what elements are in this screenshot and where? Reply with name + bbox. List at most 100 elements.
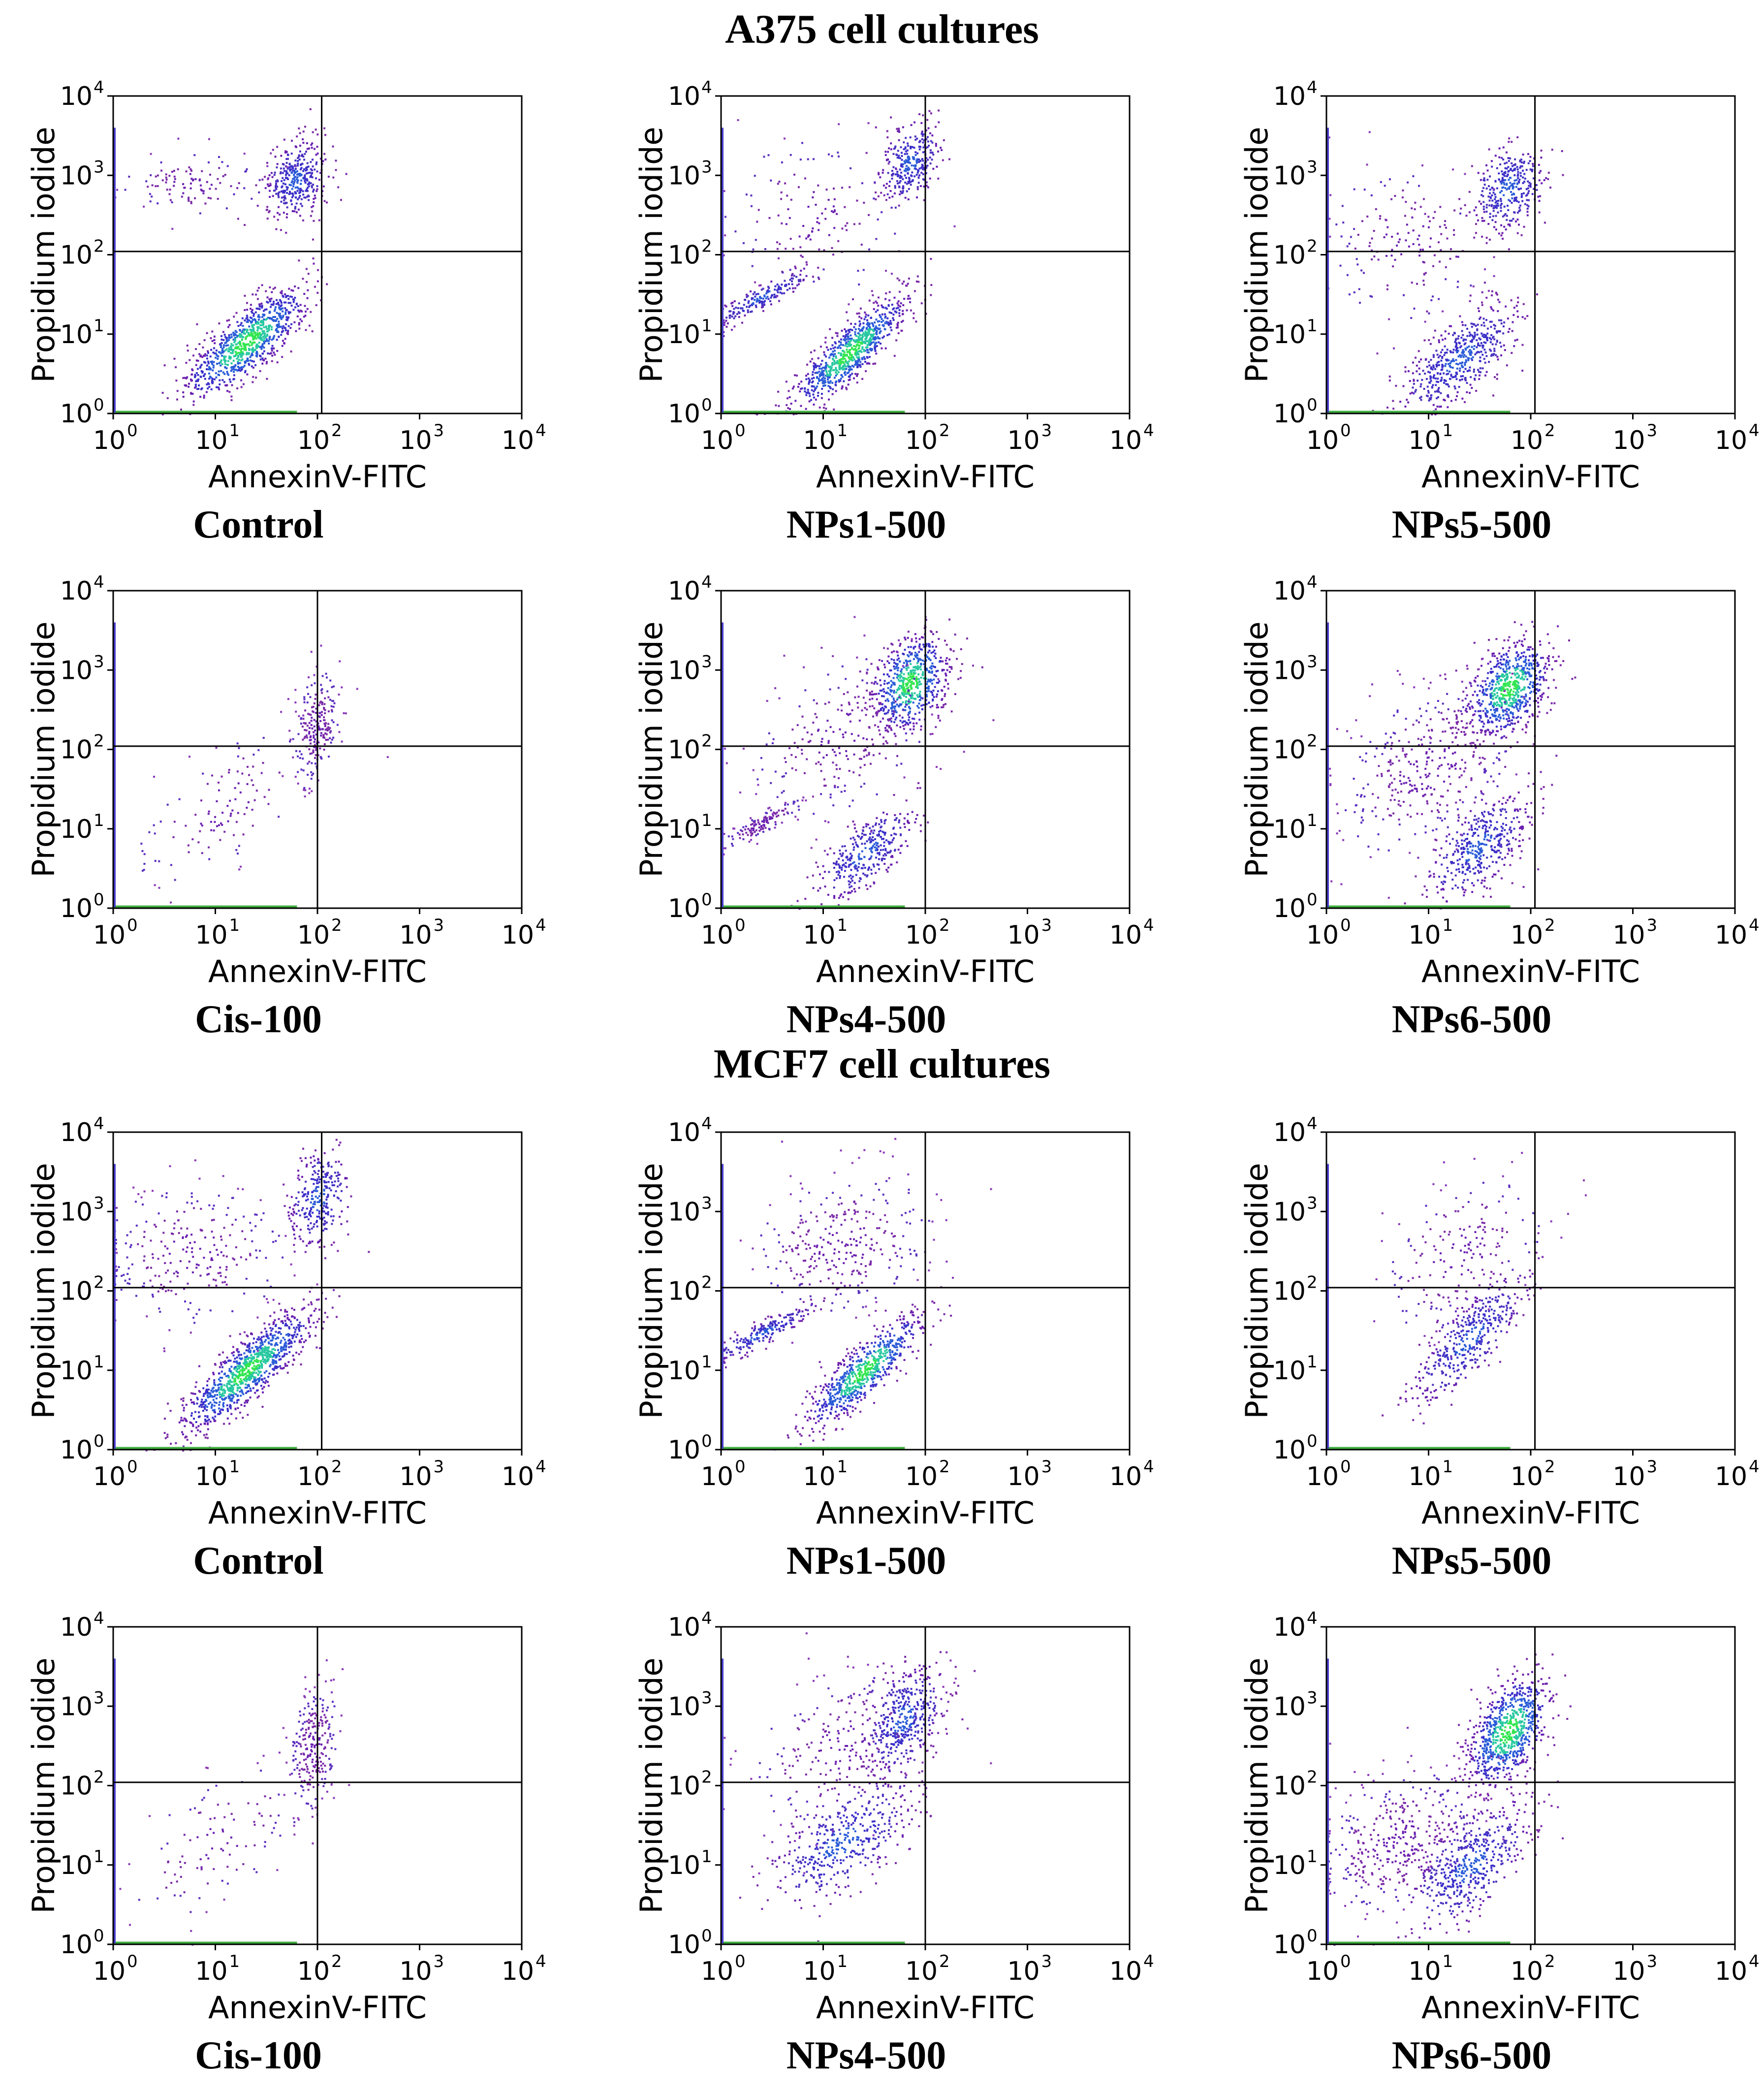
- event-point: [1471, 346, 1473, 348]
- event-point: [937, 682, 940, 684]
- event-point: [231, 809, 234, 812]
- event-point: [303, 168, 305, 170]
- event-point: [312, 705, 315, 708]
- event-point: [857, 341, 860, 344]
- event-point: [919, 159, 922, 162]
- event-point: [290, 168, 292, 171]
- event-point: [263, 326, 265, 328]
- event-point: [307, 194, 310, 197]
- event-point: [241, 331, 243, 333]
- event-point: [817, 392, 819, 394]
- event-point: [914, 175, 916, 178]
- event-point: [291, 188, 293, 190]
- event-point: [861, 327, 864, 330]
- event-point: [199, 365, 202, 368]
- event-point: [910, 646, 912, 648]
- event-point: [271, 349, 273, 352]
- event-point: [843, 372, 846, 375]
- event-point: [1501, 157, 1503, 159]
- event-point: [911, 732, 914, 735]
- event-point: [861, 346, 864, 349]
- event-point: [914, 656, 917, 658]
- event-point: [880, 191, 882, 194]
- event-point: [204, 373, 206, 375]
- event-point: [276, 186, 279, 188]
- event-point: [1424, 373, 1426, 375]
- event-point: [1485, 237, 1488, 239]
- event-point: [1445, 278, 1447, 281]
- event-point: [247, 358, 249, 360]
- event-point: [1405, 239, 1407, 242]
- event-point: [1491, 165, 1493, 168]
- event-point: [1432, 217, 1435, 219]
- event-point: [223, 373, 226, 375]
- event-point: [935, 726, 937, 729]
- event-point: [166, 397, 169, 399]
- event-point: [930, 112, 932, 115]
- event-point: [923, 179, 925, 181]
- event-point: [724, 321, 726, 324]
- event-point: [312, 257, 315, 259]
- event-point: [851, 356, 854, 358]
- event-point: [878, 172, 880, 174]
- event-point: [148, 831, 151, 833]
- event-point: [837, 240, 840, 242]
- event-point: [311, 774, 313, 776]
- event-point: [737, 307, 739, 309]
- event-point: [788, 287, 791, 289]
- event-point: [920, 683, 922, 685]
- event-point: [1478, 371, 1480, 373]
- event-point: [1485, 188, 1488, 190]
- event-point: [1432, 376, 1435, 378]
- event-point: [215, 352, 217, 354]
- event-point: [1501, 170, 1503, 173]
- event-point: [1437, 381, 1439, 383]
- event-point: [923, 186, 925, 188]
- event-point: [285, 186, 288, 189]
- event-point: [824, 384, 826, 386]
- event-point: [918, 158, 920, 160]
- event-point: [864, 335, 866, 337]
- event-point: [834, 361, 836, 364]
- event-point: [262, 310, 265, 312]
- event-point: [1485, 371, 1488, 373]
- event-point: [828, 366, 830, 368]
- event-point: [747, 311, 749, 314]
- event-point: [911, 692, 913, 695]
- event-point: [845, 342, 847, 345]
- event-point: [259, 370, 261, 372]
- event-point: [902, 163, 905, 165]
- event-point: [311, 176, 314, 179]
- event-point: [919, 185, 922, 187]
- event-point: [263, 350, 265, 352]
- event-point: [1417, 238, 1419, 240]
- event-point: [915, 280, 918, 283]
- event-point: [302, 278, 304, 280]
- event-point: [294, 701, 297, 704]
- event-point: [1518, 207, 1521, 209]
- event-point: [280, 167, 282, 170]
- event-point: [897, 307, 899, 309]
- event-point: [1405, 201, 1407, 203]
- event-point: [882, 717, 884, 720]
- event-point: [317, 725, 320, 728]
- event-point: [908, 692, 910, 695]
- event-point: [920, 697, 922, 699]
- event-point: [1440, 359, 1443, 362]
- event-point: [230, 352, 232, 354]
- x-tick-exponent: 0: [127, 421, 138, 441]
- event-point: [311, 706, 313, 708]
- event-point: [1433, 254, 1436, 256]
- x-tick-label: 10: [905, 426, 938, 455]
- event-point: [283, 138, 285, 141]
- event-point: [834, 353, 836, 355]
- event-point: [819, 406, 821, 409]
- event-point: [263, 359, 265, 362]
- event-point: [181, 195, 183, 198]
- event-point: [260, 334, 262, 336]
- event-point: [920, 302, 923, 305]
- event-point: [797, 186, 800, 189]
- event-point: [1483, 177, 1485, 180]
- event-point: [900, 302, 902, 305]
- event-point: [853, 326, 855, 328]
